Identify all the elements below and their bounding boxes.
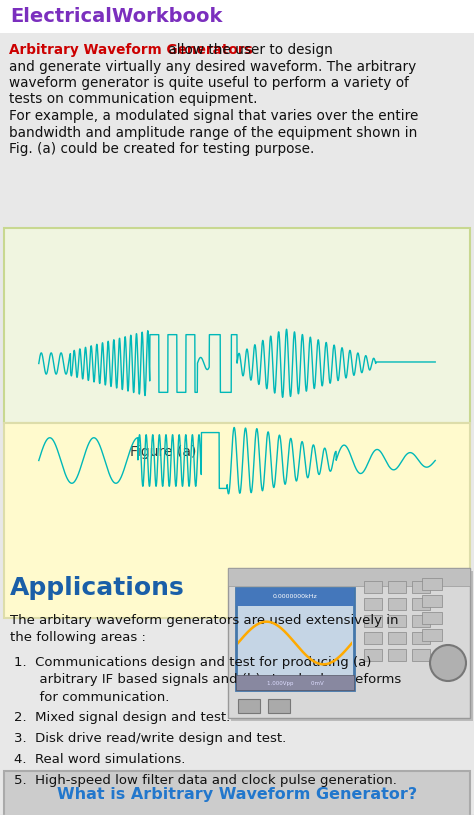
Text: 1.000Vpp          0mV: 1.000Vpp 0mV bbox=[266, 681, 323, 685]
Bar bbox=[388, 581, 406, 593]
Bar bbox=[236, 588, 354, 606]
Text: bandwidth and amplitude range of the equipment shown in: bandwidth and amplitude range of the equ… bbox=[9, 126, 418, 139]
Bar bbox=[228, 568, 470, 718]
Bar bbox=[364, 581, 382, 593]
Bar bbox=[422, 595, 442, 607]
Bar bbox=[236, 588, 354, 690]
Text: Figure (a): Figure (a) bbox=[130, 445, 196, 459]
Bar bbox=[231, 571, 473, 721]
Bar bbox=[364, 615, 382, 627]
Bar bbox=[412, 581, 430, 593]
Circle shape bbox=[430, 645, 466, 681]
Bar bbox=[238, 699, 260, 713]
Text: and generate virtually any desired waveform. The arbitrary: and generate virtually any desired wavef… bbox=[9, 59, 416, 73]
Bar bbox=[422, 629, 442, 641]
Bar bbox=[388, 615, 406, 627]
Text: tests on communication equipment.: tests on communication equipment. bbox=[9, 92, 257, 107]
Bar bbox=[4, 423, 470, 618]
Bar bbox=[236, 675, 354, 690]
Text: What is Arbitrary Waveform Generator?: What is Arbitrary Waveform Generator? bbox=[57, 786, 417, 801]
Text: For example, a modulated signal that varies over the entire: For example, a modulated signal that var… bbox=[9, 109, 419, 123]
Text: 4.  Real word simulations.: 4. Real word simulations. bbox=[14, 753, 185, 766]
Text: The arbitary waveform generators are used extensively in
the following areas :: The arbitary waveform generators are use… bbox=[10, 614, 399, 645]
Bar bbox=[412, 632, 430, 644]
Bar bbox=[422, 578, 442, 590]
Bar bbox=[364, 598, 382, 610]
Bar bbox=[422, 612, 442, 624]
Bar bbox=[4, 228, 470, 423]
Bar bbox=[388, 649, 406, 661]
Bar bbox=[268, 699, 290, 713]
Text: Arbitrary Waveform Generators: Arbitrary Waveform Generators bbox=[9, 43, 253, 57]
Text: waveform generator is quite useful to perform a variety of: waveform generator is quite useful to pe… bbox=[9, 76, 409, 90]
Text: allow the user to design: allow the user to design bbox=[164, 43, 333, 57]
Bar bbox=[228, 568, 470, 586]
Text: Fig. (a) could be created for testing purpose.: Fig. (a) could be created for testing pu… bbox=[9, 142, 314, 156]
Text: Applications: Applications bbox=[10, 576, 185, 600]
Bar bbox=[0, 0, 474, 33]
Bar bbox=[4, 771, 470, 815]
Text: 5.  High-speed low filter data and clock pulse generation.: 5. High-speed low filter data and clock … bbox=[14, 774, 397, 787]
Text: ElectricalWorkbook: ElectricalWorkbook bbox=[10, 7, 222, 26]
Bar bbox=[388, 598, 406, 610]
Bar bbox=[388, 632, 406, 644]
Bar bbox=[364, 649, 382, 661]
Text: 2.  Mixed signal design and test.: 2. Mixed signal design and test. bbox=[14, 711, 230, 724]
Bar bbox=[412, 615, 430, 627]
Text: 3.  Disk drive read/write design and test.: 3. Disk drive read/write design and test… bbox=[14, 732, 286, 745]
Bar bbox=[364, 632, 382, 644]
Bar bbox=[412, 649, 430, 661]
Bar bbox=[412, 598, 430, 610]
Text: 0.0000000kHz: 0.0000000kHz bbox=[273, 594, 318, 600]
Text: 1.  Communications design and test for producing (a)
      arbitrary IF based si: 1. Communications design and test for pr… bbox=[14, 656, 401, 704]
